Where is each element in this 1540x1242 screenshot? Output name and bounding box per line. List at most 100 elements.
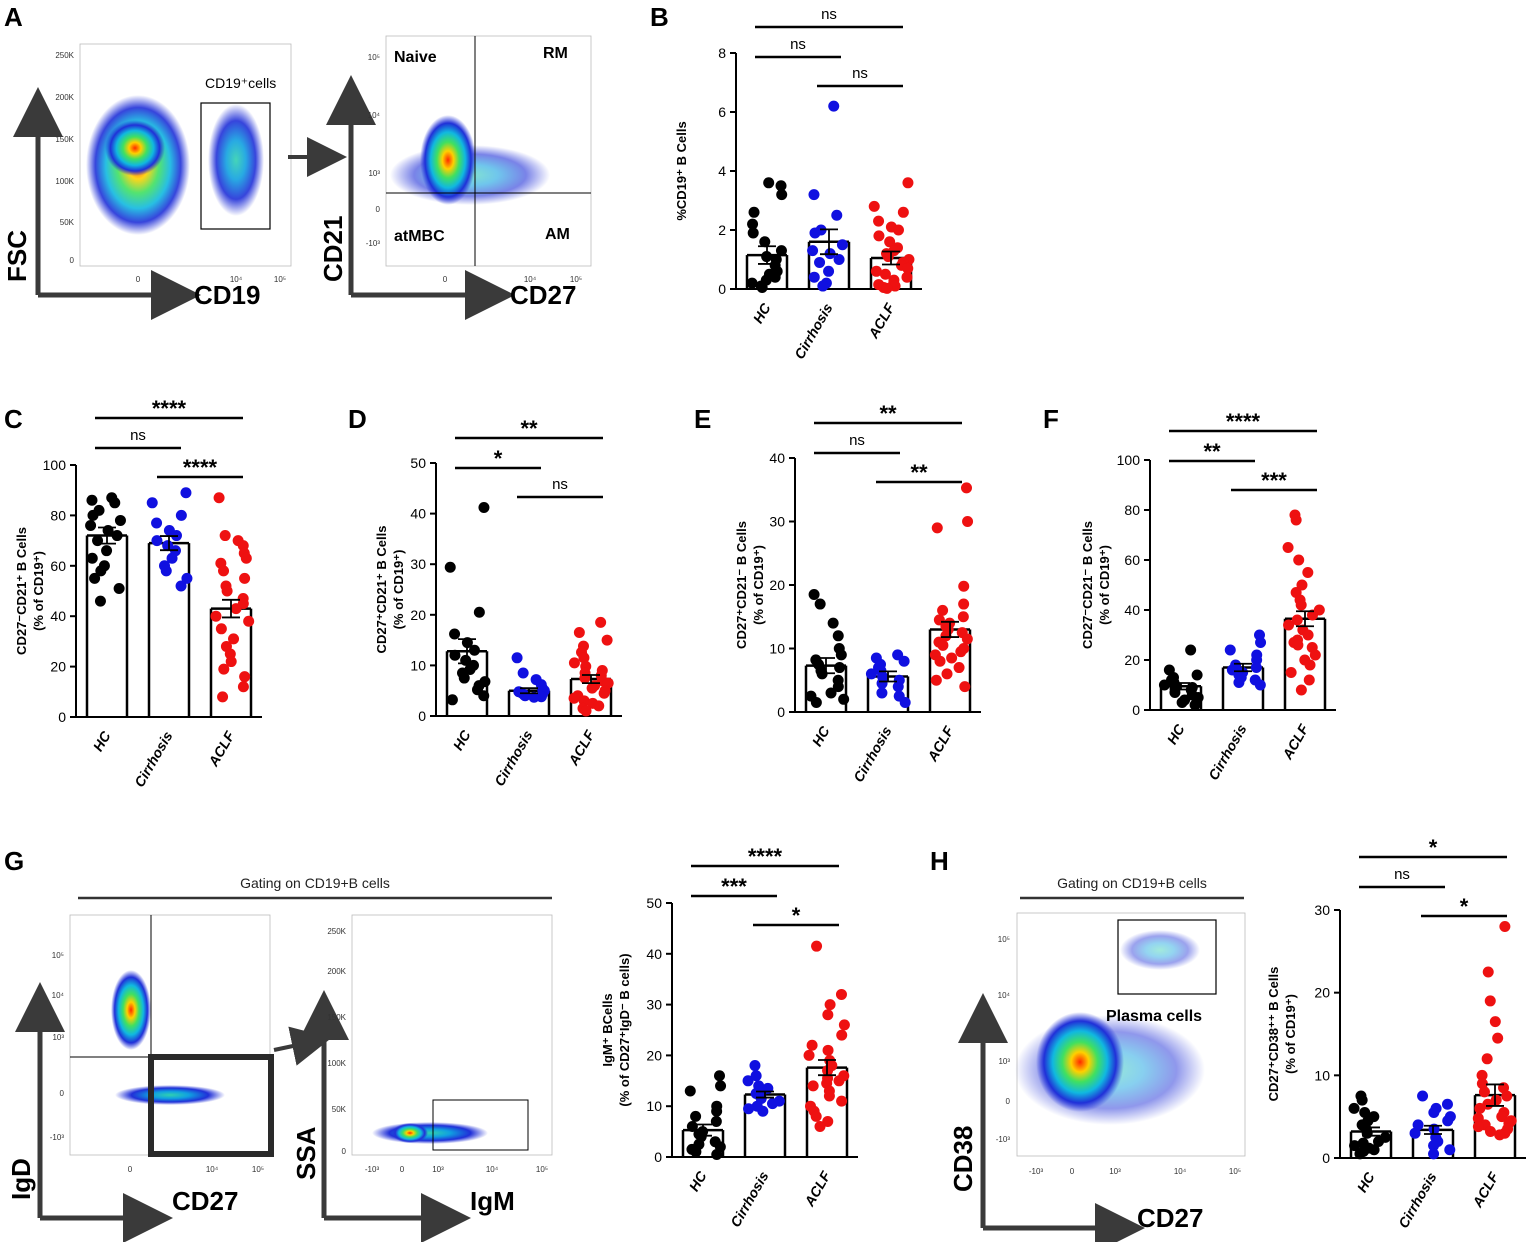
y-axis-title: CD27⁻CD21⁺ B Cells <box>14 527 29 655</box>
y-tick-label: 40 <box>1124 602 1140 618</box>
x-axis-label: IgM <box>470 1186 515 1216</box>
quadrant-am: AM <box>545 226 570 243</box>
category-label-aclf: ACLF <box>924 723 957 765</box>
data-point-hc <box>814 598 826 610</box>
y-tick-label: 8 <box>718 45 726 61</box>
y-tick-label: 0 <box>654 1149 662 1165</box>
x-tick: 10⁵ <box>536 1165 548 1174</box>
data-point-aclf <box>934 655 946 667</box>
panel-label-h: H <box>930 846 949 876</box>
y-tick-label: 0 <box>1132 702 1140 718</box>
chart-d: D 0 10 20 30 40 50 CD27⁺CD21⁺ B Cells (% of CD19… <box>348 404 622 789</box>
data-point-aclf <box>892 224 904 236</box>
data-point-aclf <box>213 492 225 504</box>
category-label-aclf: ACLF <box>1469 1169 1502 1211</box>
y-tick-label: 0 <box>1322 1150 1330 1166</box>
data-point-cirrhosis <box>1409 1127 1421 1139</box>
category-label-hc: HC <box>809 723 833 749</box>
data-point-hc <box>690 1146 702 1158</box>
data-point-aclf <box>1307 609 1319 621</box>
data-point-aclf <box>814 1121 826 1133</box>
x-tick: 10⁴ <box>486 1165 499 1174</box>
data-point-aclf <box>239 671 251 683</box>
y-axis-subtitle: (% of CD19⁺) <box>1097 545 1112 625</box>
panel-label-e: E <box>694 404 711 434</box>
data-point-hc <box>684 1085 696 1097</box>
data-point-hc <box>1356 1094 1368 1106</box>
category-label-hc: HC <box>450 727 474 753</box>
data-point-cirrhosis <box>1224 644 1236 656</box>
y-tick-label: 6 <box>718 104 726 120</box>
data-point-hc <box>832 681 844 693</box>
y-tick-label: 30 <box>769 514 785 530</box>
y-tick-label: 4 <box>718 163 726 179</box>
x-tick: 0 <box>136 275 141 284</box>
chart-h: 0 10 20 30 CD27⁺CD38⁺⁺ B Cells (% of CD19⁺) HC… <box>1266 835 1526 1231</box>
data-point-aclf <box>568 657 580 669</box>
category-label-cirrhosis: Cirrhosis <box>727 1168 772 1229</box>
y-tick-label: 10 <box>1314 1067 1330 1083</box>
category-label-cirrhosis: Cirrhosis <box>1205 721 1250 782</box>
data-point-aclf <box>958 598 970 610</box>
x-tick: 0 <box>1070 1167 1075 1176</box>
data-point-hc <box>111 530 123 542</box>
data-point-aclf <box>937 604 949 616</box>
y-tick: 100K <box>55 177 74 186</box>
significance-label: * <box>1429 835 1438 860</box>
y-tick: 10³ <box>998 1057 1010 1066</box>
y-tick: -10³ <box>996 1135 1011 1144</box>
data-point-aclf <box>803 1049 815 1061</box>
data-point-cirrhosis <box>836 239 848 251</box>
data-point-hc <box>89 572 101 584</box>
y-tick: 10⁵ <box>998 935 1010 944</box>
y-tick-label: 30 <box>1314 902 1330 918</box>
x-tick: 10³ <box>1109 1167 1121 1176</box>
y-tick-label: 30 <box>646 997 662 1013</box>
plasma-cell-gate <box>1117 919 1217 995</box>
category-label-hc: HC <box>686 1168 710 1194</box>
data-point-aclf <box>901 271 913 283</box>
significance-label: * <box>494 446 503 471</box>
data-point-cirrhosis <box>808 189 820 201</box>
data-point-aclf <box>228 633 240 645</box>
significance-label: ** <box>910 460 928 485</box>
data-point-aclf <box>902 262 914 274</box>
data-point-aclf <box>217 691 229 703</box>
data-point-hc <box>86 552 98 564</box>
data-point-hc <box>1191 669 1203 681</box>
data-point-aclf <box>1302 567 1314 578</box>
data-point-aclf <box>230 603 242 615</box>
flow-plot-g1: IgD CD27 10⁵ 10⁴ 10³ 0 -10³ 0 10⁴ 10⁵ <box>6 914 274 1242</box>
y-axis-subtitle: (% of CD19⁺) <box>31 551 46 631</box>
data-point-cirrhosis <box>1442 1115 1454 1127</box>
data-point-aclf <box>1302 629 1314 641</box>
data-point-cirrhosis <box>166 552 178 564</box>
data-point-aclf <box>1304 659 1316 671</box>
data-point-hc <box>449 649 461 661</box>
data-point-hc <box>87 509 99 521</box>
density-core <box>105 120 165 176</box>
data-point-aclf <box>598 687 610 699</box>
y-tick-label: 100 <box>1117 452 1141 468</box>
category-label-cirrhosis: Cirrhosis <box>850 723 895 784</box>
category-label-aclf: ACLF <box>801 1168 834 1210</box>
data-point-aclf <box>1474 1102 1486 1114</box>
data-point-aclf <box>1476 1069 1488 1081</box>
data-point-cirrhosis <box>1412 1119 1424 1131</box>
y-tick-label: 30 <box>410 556 426 572</box>
data-point-aclf <box>573 627 585 639</box>
y-tick: 10⁴ <box>52 991 65 1000</box>
category-label-hc: HC <box>90 728 114 754</box>
flow-frame <box>69 914 271 1156</box>
data-point-cirrhosis <box>160 565 172 577</box>
data-point-hc <box>1176 697 1188 708</box>
y-axis-title: IgM⁺ BCells <box>600 993 615 1066</box>
data-point-aclf <box>873 230 885 242</box>
data-point-aclf <box>240 552 252 564</box>
data-point-hc <box>747 218 759 230</box>
panel-label-b: B <box>650 2 669 32</box>
y-tick: 10⁵ <box>52 951 64 960</box>
data-point-aclf <box>1476 1078 1488 1090</box>
data-point-cirrhosis <box>1428 1148 1440 1160</box>
data-point-aclf <box>1484 995 1496 1007</box>
